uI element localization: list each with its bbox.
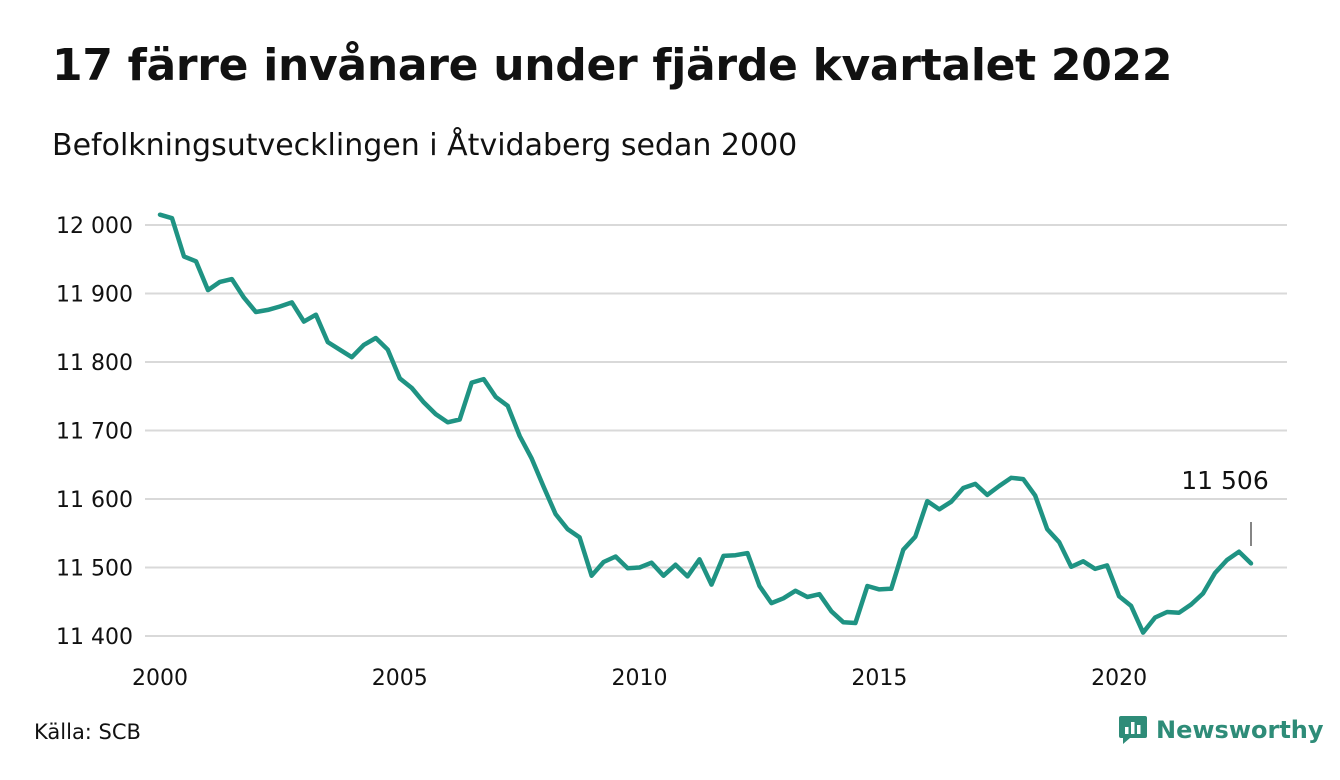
y-tick-label: 12 000 <box>56 214 133 239</box>
x-tick-label: 2015 <box>851 666 907 691</box>
x-tick-label: 2020 <box>1091 666 1147 691</box>
chart-subtitle: Befolkningsutvecklingen i Åtvidaberg sed… <box>52 128 798 163</box>
data-points <box>159 214 1252 633</box>
brand-name: Newsworthy <box>1156 716 1324 744</box>
x-axis-ticks: 2000 2005 2010 2015 2020 <box>132 666 1147 691</box>
y-tick-label: 11 600 <box>56 488 133 513</box>
y-tick-label: 11 700 <box>56 420 133 445</box>
x-tick-label: 2010 <box>612 666 668 691</box>
chart-title: 17 färre invånare under fjärde kvartalet… <box>52 40 1173 91</box>
y-axis-ticks: 12 000 11 900 11 800 11 700 11 600 11 500 11 4… <box>56 214 133 650</box>
x-tick-label: 2005 <box>372 666 428 691</box>
y-tick-label: 11 800 <box>56 351 133 376</box>
x-tick-label: 2000 <box>132 666 188 691</box>
population-line <box>157 212 1254 635</box>
source-note: Källa: SCB <box>34 720 141 744</box>
bar-chart-speech-bubble-icon <box>1119 716 1147 744</box>
last-value-label: 11 506 <box>1181 466 1268 495</box>
newsworthy-logo: Newsworthy <box>1118 714 1324 746</box>
y-tick-label: 11 900 <box>56 283 133 308</box>
y-tick-label: 11 500 <box>56 557 133 582</box>
y-tick-label: 11 400 <box>56 625 133 650</box>
